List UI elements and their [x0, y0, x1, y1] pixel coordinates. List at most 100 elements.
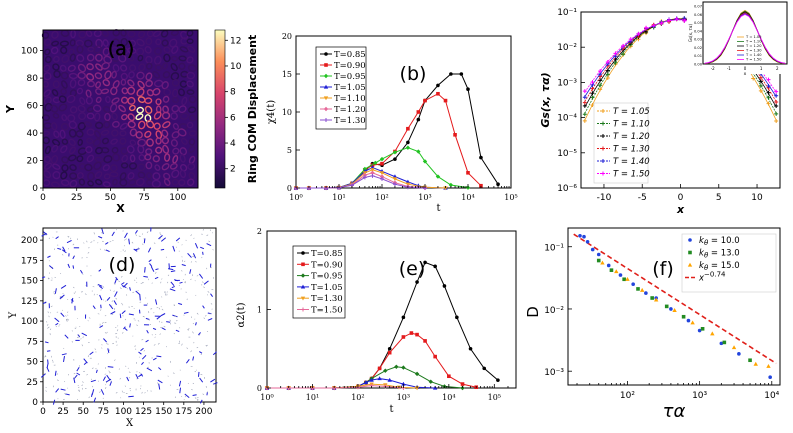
data-point	[621, 52, 626, 57]
displacement-vector	[161, 327, 166, 331]
ring	[136, 71, 145, 80]
legend-marker	[300, 273, 306, 278]
ring	[102, 79, 111, 87]
y-tick-label: 20	[282, 32, 292, 41]
ring	[95, 81, 102, 89]
ring	[76, 87, 84, 95]
y-tick-label: 50	[27, 358, 39, 368]
legend-label: T=0.85	[334, 50, 366, 60]
displacement-vector	[155, 268, 159, 271]
displacement-vector	[90, 379, 96, 383]
displacement-vector	[86, 373, 88, 376]
displacement-vector	[141, 391, 143, 394]
ring	[136, 106, 144, 114]
data-point	[393, 157, 397, 161]
displacement-vector	[134, 279, 136, 281]
data-point	[370, 170, 375, 175]
displacement-vector	[106, 331, 108, 334]
ring	[172, 122, 179, 130]
data-point	[436, 91, 440, 96]
legend-marker	[300, 296, 306, 301]
ring	[137, 171, 146, 179]
displacement-vector	[158, 367, 162, 371]
displacement-vector	[50, 305, 53, 308]
y-axis-label: Y	[8, 311, 19, 319]
ring	[152, 71, 161, 79]
data-point	[482, 366, 487, 371]
displacement-vector	[194, 397, 197, 399]
displacement-vector	[198, 334, 201, 336]
ring	[186, 38, 194, 45]
data-point	[590, 86, 595, 91]
ring	[92, 104, 102, 113]
displacement-vector	[138, 351, 142, 355]
displacement-vector	[126, 294, 128, 296]
displacement-vector	[196, 397, 199, 399]
displacement-vector	[157, 342, 160, 345]
displacement-vector	[181, 264, 186, 267]
y-tick-label: 10⁻⁴	[557, 114, 577, 124]
displacement-vector	[119, 313, 122, 319]
displacement-vector	[192, 255, 194, 258]
displacement-vector	[142, 282, 144, 284]
ring	[161, 39, 169, 47]
ring	[58, 103, 68, 112]
displacement-vector	[210, 293, 214, 297]
displacement-vector	[171, 285, 175, 289]
displacement-vector	[90, 241, 93, 243]
ring	[163, 88, 172, 97]
data-point	[433, 264, 437, 269]
data-point	[609, 268, 614, 272]
displacement-vector	[202, 229, 205, 231]
legend-marker	[301, 251, 305, 255]
ring	[109, 164, 118, 172]
y-tick-label: 0	[32, 398, 38, 408]
ring	[146, 120, 155, 129]
data-point	[428, 379, 433, 384]
inset-x-tick-label: -2	[711, 66, 715, 71]
displacement-vector	[87, 355, 90, 358]
ring	[59, 64, 67, 72]
displacement-vector	[118, 368, 120, 370]
legend-marker	[601, 159, 605, 163]
legend-marker	[323, 96, 329, 101]
data-point	[636, 287, 640, 291]
displacement-vector	[179, 387, 181, 394]
ring	[112, 120, 120, 128]
displacement-vector	[149, 263, 153, 267]
data-point	[449, 72, 453, 76]
ring	[178, 179, 186, 187]
displacement-vector	[144, 267, 146, 273]
displacement-vector	[175, 329, 180, 333]
x-tick-label: 10⁰	[289, 193, 302, 202]
ring	[152, 30, 162, 38]
displacement-vector	[159, 333, 161, 335]
ring	[120, 162, 129, 169]
displacement-vector	[141, 354, 147, 360]
ring	[135, 113, 144, 121]
displacement-vector	[192, 331, 194, 334]
displacement-vector	[128, 371, 131, 373]
ring	[137, 120, 146, 130]
ring	[112, 38, 121, 47]
displacement-vector	[115, 297, 118, 300]
legend-marker	[601, 171, 605, 176]
ring	[75, 130, 84, 138]
ring	[76, 155, 84, 163]
y-tick-label: 100	[21, 47, 38, 57]
displacement-vector	[153, 344, 156, 346]
displacement-vector	[106, 374, 111, 381]
data-point	[753, 361, 758, 366]
inset-y-tick-label: 0.00	[694, 63, 703, 67]
displacement-vector	[48, 265, 54, 270]
displacement-vector	[66, 318, 68, 321]
displacement-vector	[91, 393, 93, 398]
displacement-vector	[52, 385, 54, 388]
displacement-vector	[148, 259, 152, 263]
legend-label: T = 1.20	[613, 132, 650, 142]
ring	[137, 80, 145, 89]
data-point	[362, 175, 367, 180]
data-point	[598, 69, 603, 74]
ring	[154, 164, 161, 171]
data-point	[379, 174, 385, 179]
